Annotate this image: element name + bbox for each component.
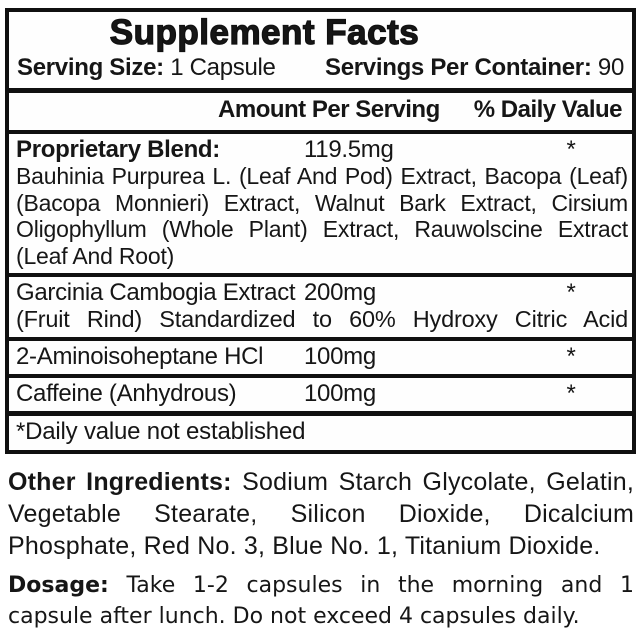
other-ingredients-text: Sodium Starch Glycolate, Gelatin, Vegeta… (8, 467, 634, 560)
ingredient-line: Proprietary Blend: 119.5mg * (16, 136, 628, 163)
serving-size-label: Serving Size: (17, 54, 164, 81)
serving-size: Serving Size: 1 Capsule (17, 54, 276, 82)
ingredient-row-caffeine: Caffeine (Anhydrous) 100mg * (9, 378, 632, 416)
ingredient-row-proprietary-blend: Proprietary Blend: 119.5mg * Bauhinia Pu… (9, 134, 632, 277)
daily-value-asterisk: * (566, 136, 576, 163)
garcinia-description: (Fruit Rind) Standardized to 60% Hydroxy… (16, 306, 628, 332)
servings-per-container-value: 90 (597, 54, 624, 81)
ingredient-amount: 100mg (304, 379, 376, 407)
daily-value-asterisk: * (566, 279, 576, 306)
ingredient-line: Garcinia Cambogia Extract 200mg * (16, 279, 628, 306)
ingredient-name: Caffeine (Anhydrous) (16, 379, 237, 407)
blend-description: Bauhinia Purpurea L. (Leaf And Pod) Extr… (16, 163, 628, 269)
dosage-paragraph: Dosage: Take 1-2 capsules in the morning… (5, 570, 636, 632)
daily-value-footnote: *Daily value not established (16, 417, 306, 445)
other-ingredients-label: Other Ingredients: (8, 467, 232, 496)
ingredient-name: 2-Aminoisoheptane HCl (16, 342, 264, 370)
ingredient-row-garcinia: Garcinia Cambogia Extract 200mg * (Fruit… (9, 277, 632, 341)
column-header-row: Amount Per Serving % Daily Value (9, 93, 632, 134)
other-ingredients-paragraph: Other Ingredients: Sodium Starch Glycola… (5, 466, 636, 562)
ingredient-amount: 119.5mg (304, 136, 394, 163)
daily-value-asterisk: * (566, 379, 576, 407)
ingredient-name: Proprietary Blend: (16, 136, 220, 163)
panel-title: Supplement Facts (109, 13, 420, 52)
serving-size-value: 1 Capsule (170, 54, 276, 81)
servings-per-container-label: Servings Per Container: (325, 54, 592, 81)
serving-info-row: Serving Size: 1 Capsule Servings Per Con… (9, 52, 632, 88)
dosage-label: Dosage: (8, 572, 109, 598)
ingredient-line: Caffeine (Anhydrous) 100mg * (16, 380, 628, 407)
ingredient-row-aminoisoheptane: 2-Aminoisoheptane HCl 100mg * (9, 341, 632, 378)
ingredient-name: Garcinia Cambogia Extract (16, 279, 296, 306)
ingredient-amount: 100mg (304, 342, 376, 370)
amount-per-serving-header: Amount Per Serving (218, 96, 440, 123)
panel-top-section: Supplement Facts Serving Size: 1 Capsule… (9, 12, 632, 93)
daily-value-header: % Daily Value (473, 96, 623, 123)
servings-per-container: Servings Per Container: 90 (325, 54, 624, 82)
ingredient-amount: 200mg (304, 279, 376, 306)
dosage-text: Take 1-2 capsules in the morning and 1 c… (8, 572, 634, 629)
ingredient-line: 2-Aminoisoheptane HCl 100mg * (16, 343, 628, 370)
daily-value-asterisk: * (566, 342, 576, 370)
supplement-facts-panel: Supplement Facts Serving Size: 1 Capsule… (5, 8, 636, 454)
